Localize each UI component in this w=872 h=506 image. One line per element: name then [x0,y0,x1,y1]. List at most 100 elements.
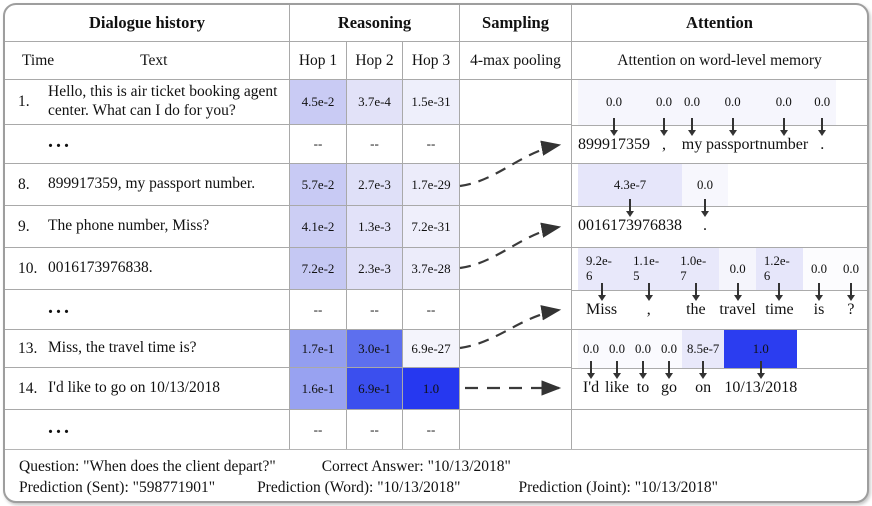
attention-word: my [681,136,703,153]
down-arrow-icon [691,283,700,301]
attention-value: 1.0e-7 [680,254,707,283]
attention-word: time [765,301,794,318]
correct-answer-text: Correct Answer: "10/13/2018" [321,458,511,475]
attention-word: the [686,301,706,318]
down-arrow-icon [597,283,606,301]
subheader-text-label: Text [140,51,168,69]
attention-word: passport [706,136,760,153]
attention-word: I'd [582,379,600,396]
hop1-cell: 5.7e-2 [290,163,347,205]
hop3-cell: 7.2e-31 [403,205,460,247]
hop-value: 3.7e-4 [358,94,391,109]
prediction-joint-text: Prediction (Joint): "10/13/2018" [518,479,718,496]
sampling-cell [460,329,572,367]
down-arrow-icon [660,118,668,136]
attention-word: . [820,136,825,153]
hop-value: 6.9e-27 [411,340,451,356]
attention-value: 0.0 [697,177,713,192]
attention-value: 0.0 [609,341,625,356]
dialogue-row: 13. Miss, the travel time is? [5,329,290,367]
attention-token: 9.2e-6 Miss [578,248,626,329]
subheader-pooling-label: 4-max pooling [470,51,561,69]
dialogue-row-ellipsis: ... [5,124,290,163]
turn-text: I'd like to go on 10/13/2018 [48,379,220,397]
attention-group-sentence10: 4.3e-7 0016173976838 0.0. [572,163,867,247]
attention-token: 0.0 my [678,80,706,163]
attention-token: 0.0 number [759,80,809,163]
turn-number: 9. [18,217,30,235]
hop3-cell: 6.9e-27 [403,329,460,367]
hop3-cell: 1.7e-29 [403,163,460,205]
down-arrow-icon [818,118,827,136]
attention-word: , [646,301,651,318]
header-reasoning-label: Reasoning [337,13,412,32]
down-arrow-icon [613,361,621,379]
prediction-sent-text: Prediction (Sent): "598771901" [19,479,216,496]
subheader-hop3: Hop 3 [403,41,460,79]
hop3-cell: -- [403,289,460,329]
hop-value: -- [313,301,323,317]
hop1-cell: -- [290,409,347,449]
dialogue-row: 14. I'd like to go on 10/13/2018 [5,367,290,409]
attention-token: 1.2e-6 time [755,248,803,329]
question-text: Question: "When does the client depart?" [19,458,276,475]
down-arrow-icon [610,118,618,136]
attention-value: 0.0 [842,261,859,276]
attention-token: 1.0 10/13/2018 [724,330,798,409]
attention-token: 0.0 I'd [578,330,604,409]
row-divider [572,125,867,126]
hop3-cell: -- [403,124,460,163]
down-arrow-icon [688,118,696,136]
hop-value: 3.0e-1 [358,340,391,356]
down-arrow-icon [756,361,765,379]
hop-value: 2.7e-3 [358,176,391,192]
hop-value: -- [426,421,436,437]
attention-word: is [813,301,825,318]
hop1-cell: -- [290,289,347,329]
hop-value: -- [313,136,323,151]
hop1-cell: 4.1e-2 [290,205,347,247]
dialogue-row: 1. Hello, this is air ticket booking agen… [5,79,290,124]
down-arrow-icon [701,199,709,217]
hop1-cell: 4.5e-2 [290,79,347,124]
memory-table: Dialogue history Reasoning Sampling Atte… [5,5,867,501]
hop1-cell: 1.6e-1 [290,367,347,409]
subheader-pooling: 4-max pooling [460,41,572,79]
subheader-hop1: Hop 1 [290,41,347,79]
attention-token: 0.0 travel [719,248,756,329]
attention-word: Miss [586,301,618,318]
attention-value: 0.0 [635,341,651,356]
footer-qa: Question: "When does the client depart?"… [5,449,867,501]
ellipsis-text: ... [48,415,72,438]
turn-text: 899917359, my passport number. [48,175,256,193]
sampling-cell [460,367,572,409]
turn-number: 14. [18,379,38,397]
sampling-cell [460,205,572,247]
attention-value: 0.0 [810,261,827,276]
attention-value: 0.0 [729,261,746,276]
attention-value: 0.0 [775,95,792,109]
hop-value: 1.7e-1 [301,340,335,356]
sampling-cell [460,247,572,289]
down-arrow-icon [587,361,595,379]
attention-word: 899917359 [578,136,650,153]
hop-value: 1.6e-1 [301,380,335,396]
sampling-cell [460,163,572,205]
subheader-attention-memory: Attention on word-level memory [572,41,867,79]
attention-empty-cell [572,409,867,449]
hop1-cell: 7.2e-2 [290,247,347,289]
header-attention-label: Attention [686,13,753,32]
hop-value: -- [313,421,323,437]
attention-token: 0.0 go [656,330,682,409]
dialogue-row-ellipsis: ... [5,409,290,449]
hop2-cell: 3.0e-1 [347,329,403,367]
turn-number: 8. [18,175,30,193]
attention-value: 1.1e-5 [633,254,660,283]
hop-value: 4.1e-2 [301,218,335,234]
down-arrow-icon [639,361,647,379]
attention-word: 0016173976838 [578,217,682,234]
hop2-cell: 2.7e-3 [347,163,403,205]
dialogue-row-ellipsis: ... [5,289,290,329]
attention-token: 0.0, [650,80,678,163]
subheader-time-label: Time [22,51,55,69]
